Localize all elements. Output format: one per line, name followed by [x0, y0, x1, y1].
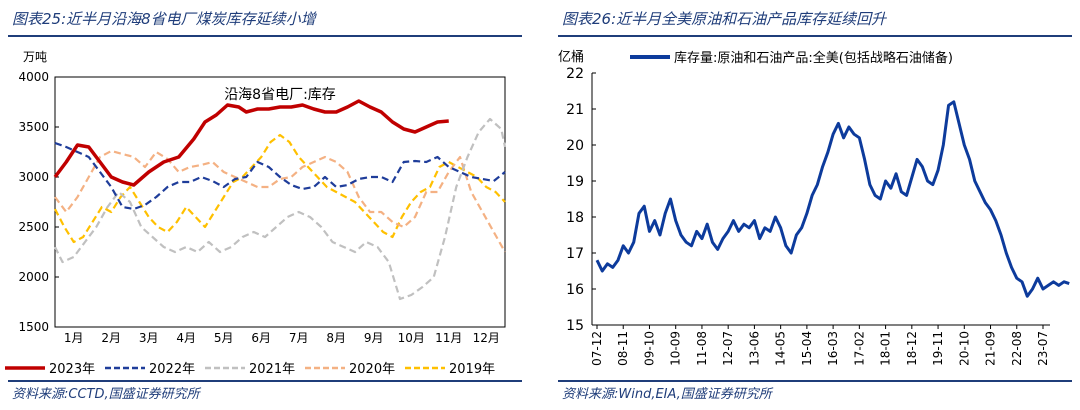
y-tick-label: 22 — [566, 66, 584, 82]
x-tick-label: 7月 — [289, 331, 309, 345]
series-line — [54, 149, 506, 253]
panel-oil-inventory: 图表26:近半月全美原油和石油产品库存延续回升 亿桶 15 16 17 18 19 20 21… — [550, 0, 1080, 410]
y-axis-unit: 万吨 — [23, 50, 47, 64]
x-tick-label: 09-10 — [642, 331, 656, 366]
y-tick-label: 16 — [566, 282, 584, 298]
figure-title: 图表26:近半月全美原油和石油产品库存延续回升 — [562, 10, 887, 28]
y-axis-unit: 亿桶 — [558, 50, 584, 65]
x-tick-label: 13-06 — [747, 331, 761, 366]
legend-label: 库存量:原油和石油产品:全美(包括战略石油储备) — [674, 50, 953, 66]
oil-chart: 亿桶 15 16 17 18 19 20 21 22 07-12 08-11 09-10 10-09 11… — [558, 50, 1070, 366]
x-tick-label: 20-10 — [957, 331, 971, 366]
x-tick-label: 4月 — [176, 331, 196, 345]
x-tick-label: 12-07 — [721, 331, 735, 366]
plot-frame — [54, 76, 506, 328]
x-tick-label: 14-05 — [774, 331, 788, 366]
title-rule — [8, 35, 522, 37]
x-tick-label: 9月 — [364, 331, 384, 345]
source-rule — [8, 380, 522, 382]
x-tick-label: 10月 — [398, 331, 425, 345]
y-tick-label: 1500 — [18, 320, 49, 334]
x-tick-label: 18-12 — [905, 331, 919, 366]
legend-label: 2020年 — [349, 362, 395, 377]
x-tick-label: 12月 — [473, 331, 500, 345]
x-tick-label: 6月 — [251, 331, 271, 345]
x-tick-label: 19-11 — [931, 331, 945, 366]
x-tick-label: 3月 — [139, 331, 159, 345]
legend-label: 2023年 — [49, 362, 95, 377]
x-tick-label: 23-07 — [1036, 331, 1050, 366]
y-tick-label: 2000 — [18, 270, 49, 284]
source-rule — [558, 380, 1072, 382]
x-tick-label: 15-04 — [800, 331, 814, 366]
y-tick-label: 3500 — [18, 120, 49, 134]
y-tick-label: 2500 — [18, 220, 49, 234]
x-tick-label: 22-08 — [1010, 331, 1024, 366]
x-tick-label: 18-01 — [879, 331, 893, 366]
x-tick-label: 1月 — [64, 331, 84, 345]
x-tick-label: 10-09 — [669, 331, 683, 366]
series-line — [54, 117, 507, 301]
source-note: 资料来源:Wind,EIA,国盛证券研究所 — [562, 387, 772, 402]
legend-label: 2021年 — [249, 362, 295, 377]
x-tick-label: 21-09 — [984, 331, 998, 366]
x-tick-label: 2月 — [101, 331, 121, 345]
x-tick-label: 16-03 — [826, 331, 840, 366]
panel-coal-inventory: 图表25:近半月沿海8省电厂煤炭库存延续小增 万吨 1500 2000 2500 300… — [0, 0, 530, 410]
y-tick-label: 19 — [566, 174, 584, 190]
y-tick-label: 20 — [566, 138, 584, 154]
title-rule — [558, 35, 1072, 37]
x-tick-label: 08-11 — [616, 331, 630, 366]
y-tick-label: 4000 — [18, 70, 49, 84]
x-tick-label: 11-08 — [695, 331, 709, 366]
x-tick-label: 5月 — [214, 331, 234, 345]
series-line — [595, 100, 1070, 298]
y-tick-label: 3000 — [18, 170, 49, 184]
source-note: 资料来源:CCTD,国盛证券研究所 — [12, 387, 200, 402]
chart-title: 沿海8省电厂:库存 — [224, 87, 336, 103]
figure-title: 图表25:近半月沿海8省电厂煤炭库存延续小增 — [12, 10, 316, 28]
x-tick-label: 8月 — [326, 331, 346, 345]
y-tick-label: 18 — [566, 210, 584, 226]
y-tick-label: 17 — [566, 246, 584, 262]
coal-chart: 万吨 1500 2000 2500 3000 3500 4000 1月 2月 3月 4月 5月 6月 7月… — [5, 50, 507, 377]
x-tick-label: 11月 — [435, 331, 462, 345]
series-line — [53, 99, 449, 187]
x-tick-label: 17-02 — [852, 331, 866, 366]
legend-label: 2022年 — [149, 362, 195, 377]
y-tick-label: 15 — [566, 318, 584, 334]
series-line — [54, 141, 506, 211]
y-tick-label: 21 — [566, 102, 584, 118]
x-tick-label: 07-12 — [590, 331, 604, 366]
series-line — [54, 133, 506, 244]
legend-label: 2019年 — [449, 362, 495, 377]
